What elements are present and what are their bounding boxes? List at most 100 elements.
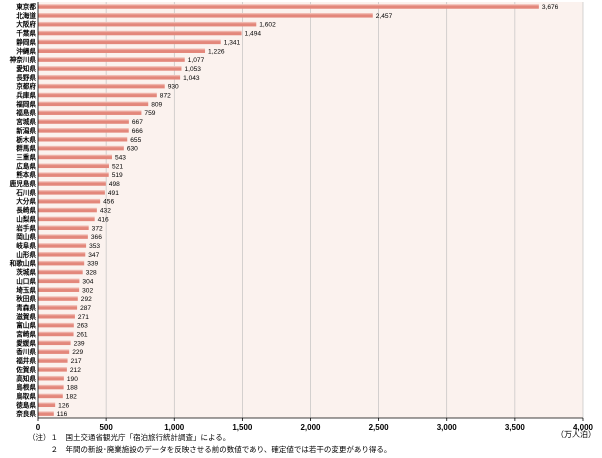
value-label-45: 126 (58, 402, 69, 409)
bar-24 (38, 216, 95, 222)
value-label-37: 261 (77, 332, 88, 339)
category-label-10: 兵庫県 (16, 91, 36, 100)
value-label-20: 498 (109, 181, 120, 188)
bar-21 (38, 189, 105, 195)
category-label-2: 大阪府 (16, 20, 36, 29)
value-label-39: 229 (72, 349, 83, 356)
category-label-18: 広島県 (16, 161, 36, 170)
category-label-5: 沖縄県 (16, 46, 36, 55)
bar-43 (38, 384, 64, 390)
bar-29 (38, 260, 85, 266)
value-label-35: 271 (78, 314, 89, 321)
x-tick-label-8: 4,000 (573, 423, 594, 432)
category-label-32: 埼玉県 (16, 285, 36, 294)
category-label-41: 佐賀県 (15, 365, 36, 374)
value-label-23: 432 (100, 208, 111, 215)
value-label-26: 366 (91, 234, 102, 241)
value-label-17: 543 (115, 154, 126, 161)
bar-38 (38, 340, 71, 346)
bar-2 (38, 21, 257, 27)
bar-34 (38, 305, 78, 310)
category-label-43: 島根県 (16, 383, 36, 392)
value-label-9: 930 (168, 84, 179, 91)
category-label-7: 愛知県 (16, 64, 36, 73)
x-tick-label-3: 1,500 (232, 423, 253, 432)
x-axis-unit: （万人泊） (556, 430, 596, 439)
category-label-44: 鳥取県 (16, 391, 36, 400)
bar-12 (38, 110, 142, 115)
bar-41 (38, 367, 67, 372)
category-label-36: 富山県 (16, 321, 36, 330)
value-label-30: 328 (86, 270, 97, 277)
value-label-11: 809 (151, 101, 162, 108)
value-label-32: 302 (82, 287, 93, 294)
category-label-46: 奈良県 (15, 409, 36, 418)
category-label-39: 香川県 (15, 347, 36, 356)
value-label-10: 872 (160, 93, 171, 100)
category-label-38: 愛媛県 (16, 338, 36, 347)
bar-13 (38, 119, 129, 124)
x-tick-label-5: 2,500 (369, 423, 390, 432)
value-label-24: 416 (98, 216, 109, 223)
category-label-19: 熊本県 (16, 170, 36, 179)
bar-35 (38, 313, 75, 319)
value-label-7: 1,053 (184, 66, 201, 73)
value-label-5: 1,226 (208, 48, 225, 55)
category-label-20: 鹿児島県 (10, 179, 37, 188)
bar-7 (38, 66, 182, 71)
chart-notes: （注）１ 国土交通省観光庁「宿泊旅行統計調査」による。 ２ 年間の新設･廃業施設… (28, 432, 598, 455)
value-label-2: 1,602 (259, 22, 276, 29)
category-label-16: 群馬県 (16, 144, 36, 153)
category-label-27: 岐阜県 (16, 241, 36, 250)
bar-14 (38, 128, 129, 133)
value-label-8: 1,043 (183, 75, 200, 82)
note-2: ２ 年間の新設･廃業施設のデータを反映させる前の数値であり、確定値では若干の変更… (28, 444, 392, 454)
x-tick-label-0: 0 (36, 423, 41, 432)
category-label-8: 長野県 (16, 73, 36, 82)
value-label-46: 116 (57, 411, 68, 418)
category-label-31: 山口県 (16, 276, 36, 285)
value-label-36: 263 (77, 323, 88, 330)
value-label-25: 372 (92, 225, 103, 232)
value-label-40: 217 (71, 358, 82, 365)
note-1: （注）１ 国土交通省観光庁「宿泊旅行統計調査」による。 (28, 433, 231, 442)
value-label-14: 666 (132, 128, 143, 135)
bar-10 (38, 92, 157, 98)
bar-23 (38, 207, 97, 213)
category-label-6: 神奈川県 (10, 55, 37, 64)
category-label-3: 千葉県 (16, 29, 36, 38)
bar-18 (38, 163, 109, 169)
category-label-45: 徳島県 (15, 400, 36, 409)
value-label-44: 182 (66, 393, 77, 400)
value-label-15: 655 (130, 137, 141, 144)
value-label-31: 304 (82, 278, 93, 285)
category-label-33: 秋田県 (16, 294, 36, 303)
value-label-16: 630 (127, 146, 138, 153)
value-label-1: 2,457 (376, 13, 393, 20)
bar-8 (38, 74, 181, 80)
bar-9 (38, 83, 165, 89)
category-label-9: 京都府 (16, 82, 36, 91)
x-tick-label-1: 500 (99, 423, 113, 432)
x-tick-label-7: 3,500 (505, 423, 526, 432)
bar-36 (38, 322, 74, 328)
bar-37 (38, 331, 74, 337)
bar-25 (38, 225, 89, 231)
category-label-23: 長崎県 (16, 206, 36, 215)
value-label-28: 347 (88, 252, 99, 259)
category-label-35: 滋賀県 (16, 312, 36, 321)
bar-4 (38, 39, 221, 45)
category-label-22: 大分県 (16, 197, 36, 206)
category-label-14: 新潟県 (16, 126, 36, 135)
bar-45 (38, 402, 56, 408)
category-label-34: 青森県 (16, 303, 36, 312)
bar-32 (38, 287, 80, 292)
value-label-0: 3,676 (542, 4, 559, 11)
value-label-41: 212 (70, 367, 81, 374)
bar-1 (38, 12, 373, 18)
value-label-13: 667 (132, 119, 143, 126)
x-tick-label-6: 3,000 (437, 423, 458, 432)
bar-42 (38, 375, 64, 381)
x-tick-label-2: 1,000 (164, 423, 185, 432)
